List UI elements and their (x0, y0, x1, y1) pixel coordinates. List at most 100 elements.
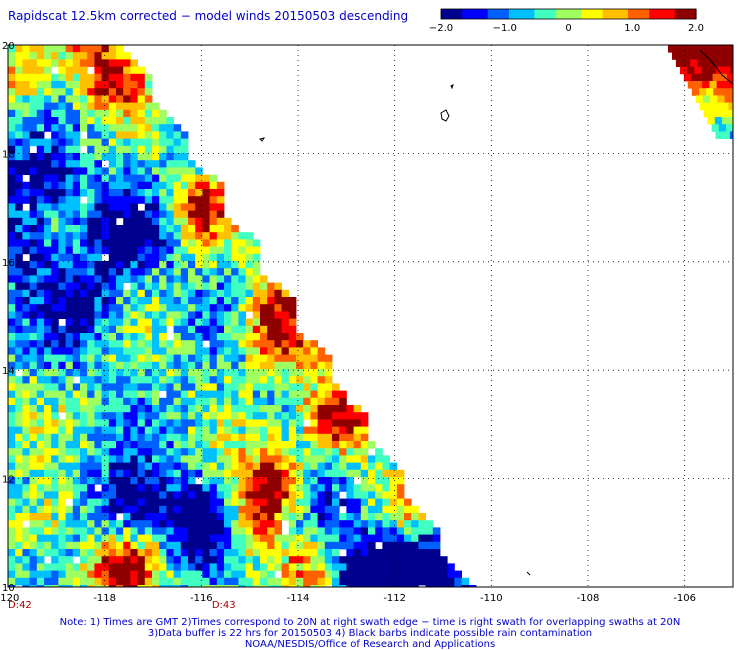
wind-cell (296, 426, 304, 435)
wind-cell (188, 311, 196, 319)
wind-cell (137, 253, 146, 262)
wind-cell (159, 549, 167, 557)
wind-cell (144, 333, 153, 341)
wind-cell (58, 282, 66, 291)
wind-cell (368, 455, 376, 463)
wind-cell (166, 570, 174, 579)
wind-cell (195, 361, 203, 370)
wind-cell (411, 527, 419, 535)
wind-cell (180, 505, 189, 514)
wind-cell (87, 455, 95, 463)
wind-cell (245, 239, 254, 247)
wind-cell (94, 131, 102, 139)
wind-cell (152, 117, 160, 125)
wind-cell (123, 397, 131, 406)
wind-cell (101, 311, 110, 319)
wind-cell (137, 289, 146, 298)
wind-cell (267, 513, 275, 521)
wind-cell (123, 426, 131, 435)
wind-cell (144, 426, 153, 435)
wind-cell (252, 275, 261, 283)
wind-cell (332, 570, 340, 579)
wind-cell (80, 261, 88, 269)
wind-cell (58, 181, 66, 190)
wind-cell (173, 549, 182, 557)
wind-cell (144, 174, 153, 183)
wind-cell (94, 354, 102, 363)
wind-cell (15, 189, 23, 197)
wind-cell (80, 282, 88, 291)
wind-cell (180, 563, 189, 571)
wind-cell (51, 153, 59, 161)
wind-cell (281, 477, 290, 485)
wind-cell (80, 95, 88, 103)
wind-cell (166, 145, 174, 154)
wind-cell (101, 318, 110, 327)
wind-cell (123, 419, 131, 427)
wind-cell (188, 577, 196, 586)
wind-cell (29, 138, 38, 147)
wind-cell (36, 167, 45, 175)
wind-cell (195, 484, 203, 492)
wind-cell (317, 563, 326, 571)
wind-cell (303, 361, 311, 370)
wind-cell (36, 426, 45, 435)
wind-cell (51, 354, 59, 363)
wind-cell (29, 225, 38, 233)
wind-cell (144, 585, 153, 587)
wind-cell (36, 217, 45, 226)
wind-cell (274, 563, 282, 571)
wind-cell (116, 225, 124, 233)
wind-cell (159, 311, 167, 319)
wind-cell (65, 268, 74, 276)
wind-cell (303, 469, 311, 478)
wind-cell (8, 88, 16, 96)
wind-cell (382, 527, 390, 535)
wind-cell (252, 534, 261, 543)
wind-cell (58, 462, 66, 471)
wind-cell (353, 527, 362, 535)
wind-cell (51, 505, 59, 514)
wind-cell (173, 469, 182, 478)
wind-cell (339, 397, 347, 406)
wind-cell (166, 549, 174, 557)
wind-cell (44, 81, 52, 89)
wind-cell (8, 232, 16, 240)
wind-cell (274, 556, 282, 564)
wind-cell (159, 570, 167, 579)
wind-cell (94, 405, 102, 413)
wind-cell (195, 390, 203, 399)
wind-cell (152, 217, 160, 226)
wind-cell (188, 196, 196, 204)
wind-cell (159, 282, 167, 291)
wind-cell (101, 145, 110, 154)
wind-cell (382, 462, 390, 471)
wind-cell (303, 369, 311, 377)
x-tick-label: -114 (287, 593, 310, 604)
wind-cell (267, 361, 275, 370)
wind-cell (180, 441, 189, 449)
wind-cell (44, 513, 52, 521)
wind-cell (51, 484, 59, 492)
wind-cell (368, 477, 376, 485)
wind-cell (116, 66, 124, 75)
wind-cell (137, 95, 146, 103)
colorbar-segment (653, 9, 659, 19)
wind-cell (288, 426, 297, 435)
wind-cell (418, 563, 426, 571)
wind-cell (44, 167, 52, 175)
wind-cell (202, 556, 210, 564)
wind-cell (152, 541, 160, 550)
wind-cell (87, 340, 95, 348)
wind-cell (36, 527, 45, 535)
wind-cell (274, 405, 282, 413)
wind-cell (87, 325, 95, 334)
wind-cell (94, 88, 102, 96)
wind-cell (252, 297, 261, 305)
wind-cell (44, 361, 52, 370)
wind-cell (101, 405, 110, 413)
wind-cell (173, 174, 182, 183)
wind-cell (679, 52, 687, 60)
wind-cell (281, 549, 290, 557)
wind-cell (368, 585, 376, 587)
